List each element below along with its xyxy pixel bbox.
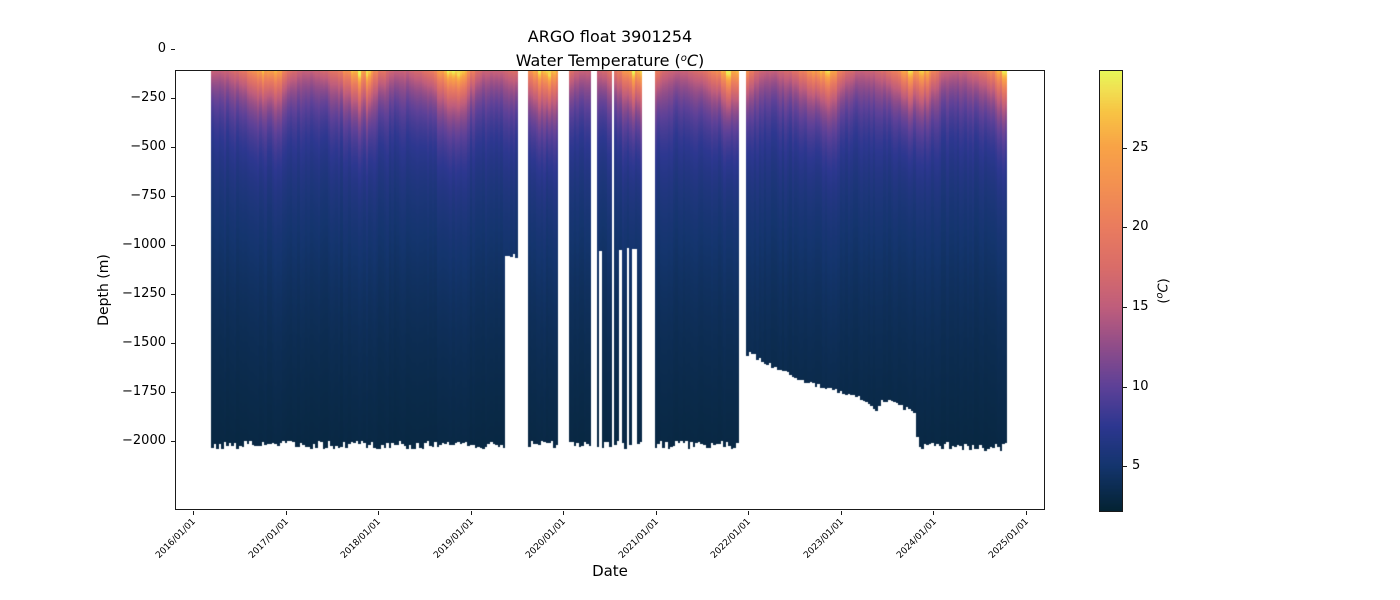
colorbar-tick-label: 25 [1132, 139, 1149, 155]
x-tick-label-text: 2023/01/01 [802, 517, 846, 561]
subtitle-close-paren: ) [698, 51, 705, 70]
y-tick-mark [171, 441, 175, 442]
y-tick-mark [171, 245, 175, 246]
colorbar [1100, 71, 1122, 511]
subtitle-text: Water Temperature ( [515, 51, 681, 70]
chart-title-line1: ARGO float 3901254 [527, 27, 693, 46]
y-tick-mark [171, 392, 175, 393]
plot-area-border [175, 70, 1045, 510]
x-tick-mark [563, 511, 565, 515]
colorbar-tick-label: 15 [1132, 298, 1149, 314]
colorbar-tick-mark [1123, 227, 1127, 229]
x-tick-mark [933, 511, 935, 515]
colorbar-label-open-paren: ( [1156, 298, 1172, 304]
x-tick-mark [378, 511, 380, 515]
x-tick-mark [285, 511, 287, 515]
y-tick-mark [171, 98, 175, 99]
colorbar-tick-mark [1123, 386, 1127, 388]
chart-title: ARGO float 3901254 Water Temperature (oC… [175, 26, 1045, 72]
colorbar-tick-label: 5 [1132, 458, 1141, 474]
y-tick-label: −2000 [122, 433, 166, 448]
colorbar-label-close-paren: ) [1156, 278, 1172, 284]
y-tick-mark [171, 196, 175, 197]
y-tick-label: −1750 [122, 384, 166, 399]
subtitle-sup-o: o [680, 53, 687, 64]
y-tick-label: −1250 [122, 286, 166, 301]
colorbar-label-italic-c: C [1156, 283, 1172, 293]
x-tick-label-text: 2019/01/01 [432, 517, 476, 561]
y-tick-label: −1500 [122, 335, 166, 350]
subtitle-italic-c: C [686, 51, 699, 70]
x-tick-label-text: 2025/01/01 [987, 517, 1031, 561]
x-tick-mark [748, 511, 750, 515]
x-tick-mark [655, 511, 657, 515]
colorbar-axis-label: (oC) [1155, 278, 1172, 303]
x-axis-label: Date [592, 562, 628, 580]
y-tick-label: −750 [130, 188, 166, 203]
x-tick-label-text: 2021/01/01 [617, 517, 661, 561]
x-tick-mark [840, 511, 842, 515]
y-tick-label: 0 [157, 41, 166, 56]
y-tick-mark [171, 147, 175, 148]
y-tick-mark [171, 294, 175, 295]
x-tick-mark [193, 511, 194, 515]
colorbar-tick-mark [1123, 306, 1127, 308]
x-tick-mark [1025, 511, 1027, 515]
colorbar-label-sup-o: o [1154, 292, 1166, 299]
y-tick-mark [171, 343, 175, 344]
chart-title-line2: Water Temperature (oC) [175, 48, 1045, 72]
x-tick-label-text: 2024/01/01 [894, 517, 939, 561]
x-tick-label-text: 2017/01/01 [246, 517, 291, 561]
x-tick-label-text: 2020/01/01 [524, 517, 569, 561]
x-tick-label-text: 2022/01/01 [709, 517, 754, 561]
x-tick-label-text: 2018/01/01 [339, 517, 384, 561]
y-tick-label: −250 [130, 90, 166, 105]
temperature-heatmap [175, 70, 1045, 510]
x-tick-label-text: 2016/01/01 [154, 517, 199, 561]
y-tick-label: −500 [130, 139, 166, 154]
colorbar-tick-label: 20 [1132, 219, 1149, 235]
colorbar-tick-mark [1123, 466, 1127, 468]
x-tick-mark [470, 511, 472, 515]
colorbar-border [1099, 70, 1123, 512]
y-tick-label: −1000 [122, 237, 166, 252]
y-tick-mark [171, 49, 175, 50]
colorbar-tick-label: 10 [1132, 378, 1149, 394]
colorbar-tick-mark [1123, 147, 1127, 149]
